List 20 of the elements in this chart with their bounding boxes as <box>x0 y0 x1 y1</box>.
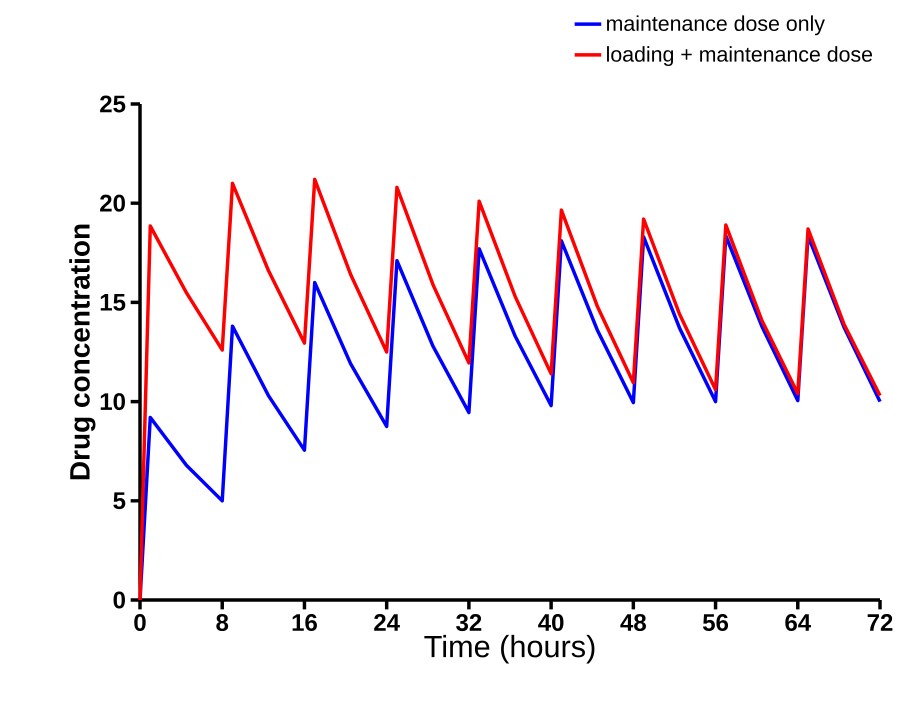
x-axis-title: Time (hours) <box>424 634 594 664</box>
y-tick-label: 10 <box>100 393 125 410</box>
x-tick-label: 40 <box>538 614 564 632</box>
y-tick-label: 15 <box>100 294 126 311</box>
x-tick-label: 32 <box>456 614 482 632</box>
x-tick-label: 64 <box>785 614 811 632</box>
legend-label: maintenance dose only <box>607 15 825 36</box>
x-tick-label: 48 <box>620 614 646 632</box>
x-tick-label: 24 <box>374 614 400 631</box>
y-tick-label: 20 <box>100 194 125 212</box>
x-tick-label: 56 <box>702 614 728 632</box>
y-tick-label: 25 <box>100 95 126 112</box>
x-tick-label: 8 <box>216 614 228 632</box>
x-tick-label: 72 <box>868 614 892 631</box>
x-tick-label: 0 <box>134 614 146 632</box>
y-tick-label: 5 <box>113 492 126 510</box>
legend-label: loading + maintenance dose <box>607 46 872 66</box>
y-axis-title: Drug concentration <box>69 224 96 480</box>
x-tick-label: 16 <box>292 614 317 632</box>
y-tick-label: 0 <box>114 591 125 608</box>
